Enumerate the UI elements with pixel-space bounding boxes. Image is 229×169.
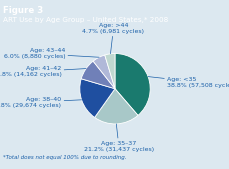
Text: ART Use by Age Group – United States,* 2008: ART Use by Age Group – United States,* 2… [3, 17, 168, 23]
Wedge shape [114, 54, 150, 115]
Text: *Total does not equal 100% due to rounding.: *Total does not equal 100% due to roundi… [3, 155, 126, 160]
Text: Age: <35
38.8% (57,508 cycles): Age: <35 38.8% (57,508 cycles) [147, 77, 229, 88]
Wedge shape [94, 89, 137, 124]
Wedge shape [81, 61, 114, 89]
Text: Age: 41–42
9.8% (14,162 cycles): Age: 41–42 9.8% (14,162 cycles) [0, 66, 86, 77]
Wedge shape [79, 79, 114, 117]
Text: Age: 38–40
19.8% (29,674 cycles): Age: 38–40 19.8% (29,674 cycles) [0, 97, 81, 108]
Text: Age: 35–37
21.2% (31,437 cycles): Age: 35–37 21.2% (31,437 cycles) [83, 124, 153, 152]
Text: Figure 3: Figure 3 [3, 6, 44, 15]
Wedge shape [104, 54, 114, 89]
Text: Age: 43–44
6.0% (8,880 cycles): Age: 43–44 6.0% (8,880 cycles) [4, 48, 99, 59]
Text: Age: >44
4.7% (6,981 cycles): Age: >44 4.7% (6,981 cycles) [82, 23, 144, 54]
Wedge shape [93, 55, 114, 89]
